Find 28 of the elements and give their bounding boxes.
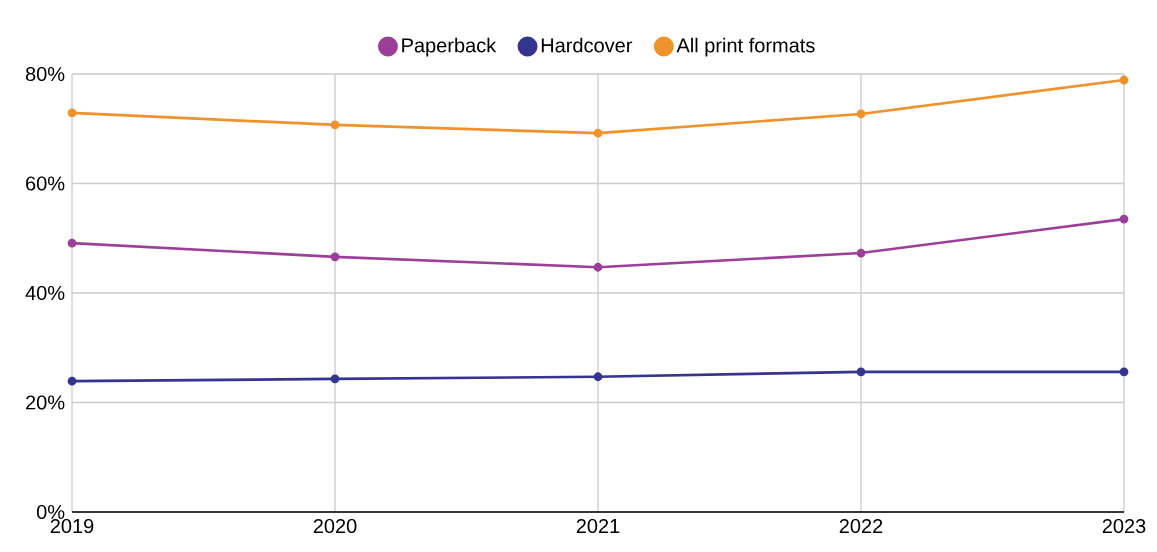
- x-tick-label: 2022: [839, 518, 883, 534]
- legend-label: Paperback: [402, 37, 497, 57]
- legend-label: Hardcover: [541, 37, 633, 53]
- point: [593, 128, 603, 138]
- x-tick-label: 2023: [1102, 518, 1146, 534]
- x-tick-label: 2020: [313, 518, 357, 534]
- point: [1119, 367, 1129, 377]
- point: [1119, 75, 1129, 85]
- point: [856, 367, 866, 377]
- point: [330, 120, 340, 130]
- x-tick-label: 2021: [576, 518, 620, 534]
- y-tick-label: 80%: [25, 66, 65, 82]
- point: [330, 374, 340, 384]
- y-tick-label: 40%: [25, 285, 65, 301]
- y-tick-label: 20%: [26, 395, 65, 410]
- y-tick-label: 60%: [26, 176, 65, 191]
- y-tick-label: 0%: [36, 504, 65, 520]
- point: [593, 262, 603, 272]
- point: [856, 109, 866, 119]
- point: [1119, 214, 1129, 224]
- legend-label: All print formats: [676, 37, 815, 57]
- point: [856, 248, 866, 258]
- point: [67, 108, 77, 118]
- point: [330, 252, 340, 262]
- x-tick-label: 2019: [50, 518, 94, 534]
- point: [67, 238, 77, 248]
- point: [67, 376, 77, 386]
- point: [593, 372, 603, 382]
